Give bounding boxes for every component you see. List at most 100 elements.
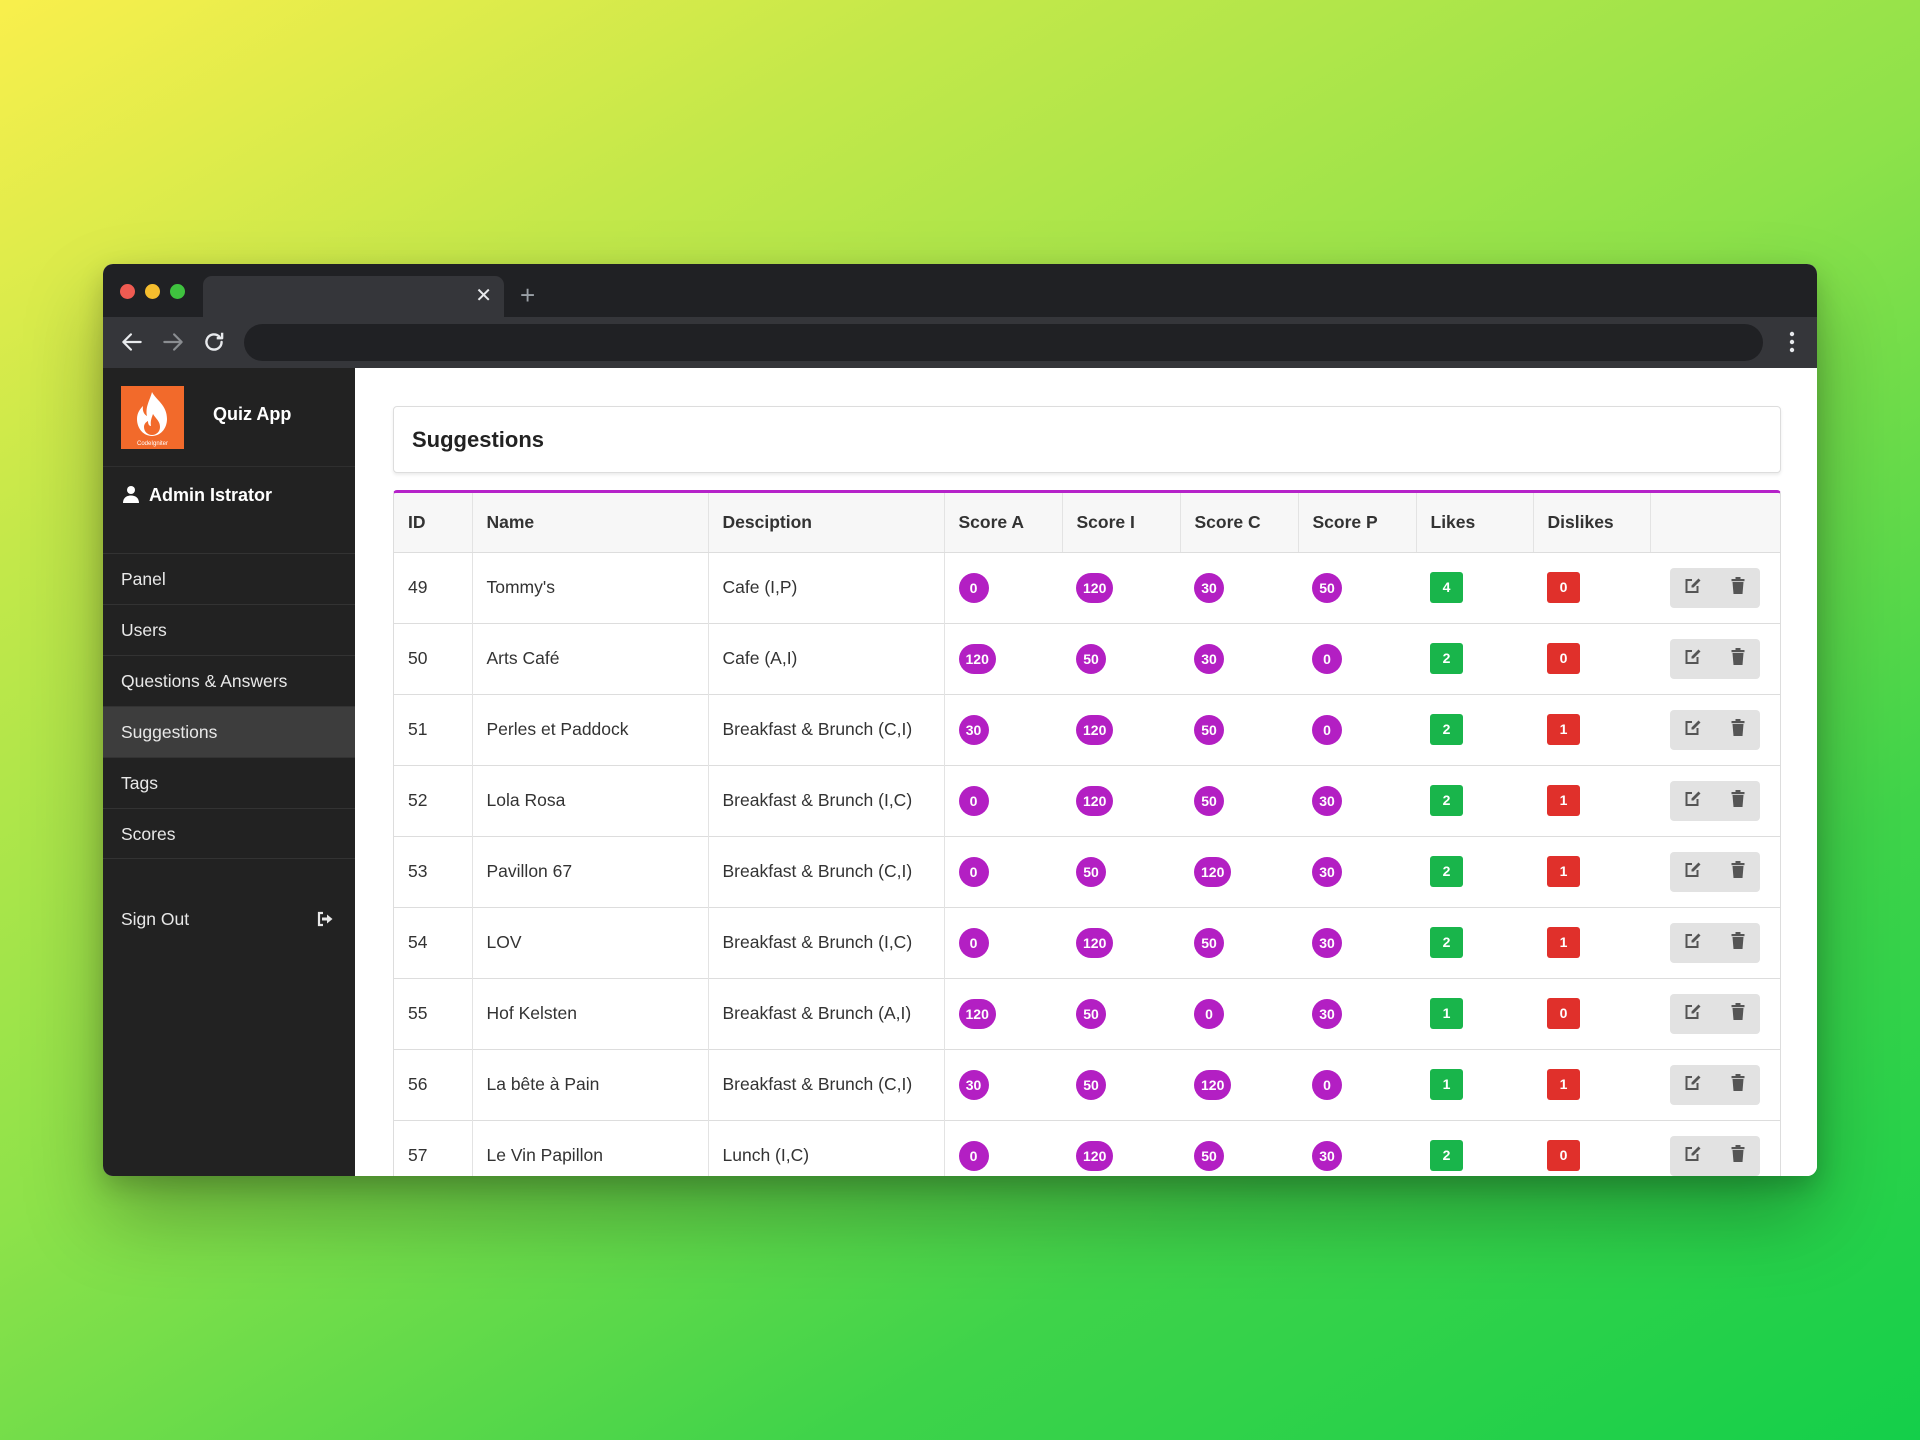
close-tab-icon[interactable]: ✕ xyxy=(475,285,492,307)
delete-button[interactable] xyxy=(1715,638,1760,679)
sidebar-item-scores[interactable]: Scores xyxy=(103,808,355,859)
delete-button[interactable] xyxy=(1715,1135,1760,1176)
delete-button[interactable] xyxy=(1715,993,1760,1034)
arrow-left-icon[interactable] xyxy=(119,329,145,355)
edit-icon xyxy=(1684,1003,1702,1025)
close-window-button[interactable] xyxy=(120,284,135,299)
edit-button[interactable] xyxy=(1670,567,1715,608)
likes-badge: 1 xyxy=(1430,998,1463,1029)
likes-badge: 2 xyxy=(1430,714,1463,745)
cell-score-p: 30 xyxy=(1298,1120,1416,1176)
cell-score-i: 120 xyxy=(1062,694,1180,765)
sidebar-nav: Panel Users Questions & Answers Suggesti… xyxy=(103,553,355,859)
row-action-group xyxy=(1670,709,1760,750)
address-bar[interactable] xyxy=(244,324,1763,361)
cell-likes: 2 xyxy=(1416,1120,1533,1176)
cell-description: Cafe (A,I) xyxy=(708,623,945,694)
cell-description: Lunch (I,C) xyxy=(708,1120,945,1176)
cell-actions xyxy=(1650,1049,1780,1120)
column-header-description[interactable]: Desciption xyxy=(708,493,945,553)
cell-likes: 2 xyxy=(1416,694,1533,765)
delete-button[interactable] xyxy=(1715,567,1760,608)
table-row: 50 Arts Café Cafe (A,I) 120 50 30 0 2 0 xyxy=(394,623,1780,694)
minimize-window-button[interactable] xyxy=(145,284,160,299)
delete-button[interactable] xyxy=(1715,709,1760,750)
cell-score-p: 30 xyxy=(1298,907,1416,978)
edit-button[interactable] xyxy=(1670,922,1715,963)
cell-score-i: 120 xyxy=(1062,552,1180,623)
delete-button[interactable] xyxy=(1715,1064,1760,1105)
cell-score-p: 30 xyxy=(1298,765,1416,836)
reload-icon[interactable] xyxy=(201,329,227,355)
sidebar-item-tags[interactable]: Tags xyxy=(103,757,355,808)
trash-icon xyxy=(1731,1144,1745,1167)
cell-score-i: 50 xyxy=(1062,836,1180,907)
browser-tab[interactable]: ✕ xyxy=(203,276,504,317)
more-vertical-icon[interactable] xyxy=(1789,331,1795,353)
sign-out-icon xyxy=(317,911,333,927)
edit-button[interactable] xyxy=(1670,1064,1715,1105)
edit-button[interactable] xyxy=(1670,638,1715,679)
table-row: 53 Pavillon 67 Breakfast & Brunch (C,I) … xyxy=(394,836,1780,907)
cell-description: Breakfast & Brunch (C,I) xyxy=(708,836,945,907)
sidebar-item-users[interactable]: Users xyxy=(103,604,355,655)
cell-id: 49 xyxy=(394,552,473,623)
edit-icon xyxy=(1684,719,1702,741)
user-name: Admin Istrator xyxy=(149,485,273,505)
score-a-badge: 0 xyxy=(958,1140,989,1171)
arrow-right-icon[interactable] xyxy=(160,329,186,355)
delete-button[interactable] xyxy=(1715,780,1760,821)
cell-actions xyxy=(1650,623,1780,694)
column-header-actions xyxy=(1650,493,1780,553)
column-header-score-p[interactable]: Score P xyxy=(1298,493,1417,553)
edit-button[interactable] xyxy=(1670,1135,1715,1176)
cell-score-p: 0 xyxy=(1298,1049,1416,1120)
cell-description: Breakfast & Brunch (A,I) xyxy=(708,978,945,1049)
row-action-group xyxy=(1670,1064,1760,1105)
edit-button[interactable] xyxy=(1670,851,1715,892)
column-header-id[interactable]: ID xyxy=(394,493,473,553)
edit-button[interactable] xyxy=(1670,780,1715,821)
edit-button[interactable] xyxy=(1670,709,1715,750)
column-header-likes[interactable]: Likes xyxy=(1416,493,1534,553)
score-p-badge: 0 xyxy=(1312,1069,1342,1100)
score-i-badge: 120 xyxy=(1076,785,1114,816)
cell-actions xyxy=(1650,1120,1780,1176)
score-c-badge: 0 xyxy=(1194,998,1224,1029)
edit-button[interactable] xyxy=(1670,993,1715,1034)
maximize-window-button[interactable] xyxy=(170,284,185,299)
cell-score-a: 30 xyxy=(944,694,1062,765)
cell-dislikes: 1 xyxy=(1533,907,1650,978)
column-header-score-c[interactable]: Score C xyxy=(1180,493,1299,553)
table-row: 49 Tommy's Cafe (I,P) 0 120 30 50 4 0 xyxy=(394,552,1780,623)
cell-score-a: 120 xyxy=(944,978,1062,1049)
delete-button[interactable] xyxy=(1715,922,1760,963)
cell-score-p: 30 xyxy=(1298,836,1416,907)
cell-likes: 2 xyxy=(1416,765,1533,836)
cell-score-c: 0 xyxy=(1180,978,1298,1049)
score-p-badge: 30 xyxy=(1312,1140,1342,1171)
column-header-score-i[interactable]: Score I xyxy=(1062,493,1181,553)
sidebar-item-panel[interactable]: Panel xyxy=(103,553,355,604)
cell-actions xyxy=(1650,836,1780,907)
sidebar-item-questions-answers[interactable]: Questions & Answers xyxy=(103,655,355,706)
score-a-badge: 0 xyxy=(958,927,989,958)
sign-out-button[interactable]: Sign Out xyxy=(103,900,355,940)
column-header-name[interactable]: Name xyxy=(472,493,709,553)
score-i-badge: 50 xyxy=(1076,1069,1106,1100)
column-header-score-a[interactable]: Score A xyxy=(944,493,1063,553)
edit-icon xyxy=(1684,648,1702,670)
delete-button[interactable] xyxy=(1715,851,1760,892)
column-header-dislikes[interactable]: Dislikes xyxy=(1533,493,1651,553)
row-action-group xyxy=(1670,851,1760,892)
cell-name: Le Vin Papillon xyxy=(472,1120,709,1176)
likes-badge: 2 xyxy=(1430,1140,1463,1171)
sidebar-brand[interactable]: CodeIgniter Quiz App xyxy=(103,368,355,467)
new-tab-icon[interactable]: + xyxy=(520,280,536,310)
trash-icon xyxy=(1731,860,1745,883)
cell-dislikes: 0 xyxy=(1533,552,1650,623)
sidebar-item-suggestions[interactable]: Suggestions xyxy=(103,706,355,757)
cell-actions xyxy=(1650,694,1780,765)
table-row: 51 Perles et Paddock Breakfast & Brunch … xyxy=(394,694,1780,765)
score-i-badge: 50 xyxy=(1076,643,1106,674)
